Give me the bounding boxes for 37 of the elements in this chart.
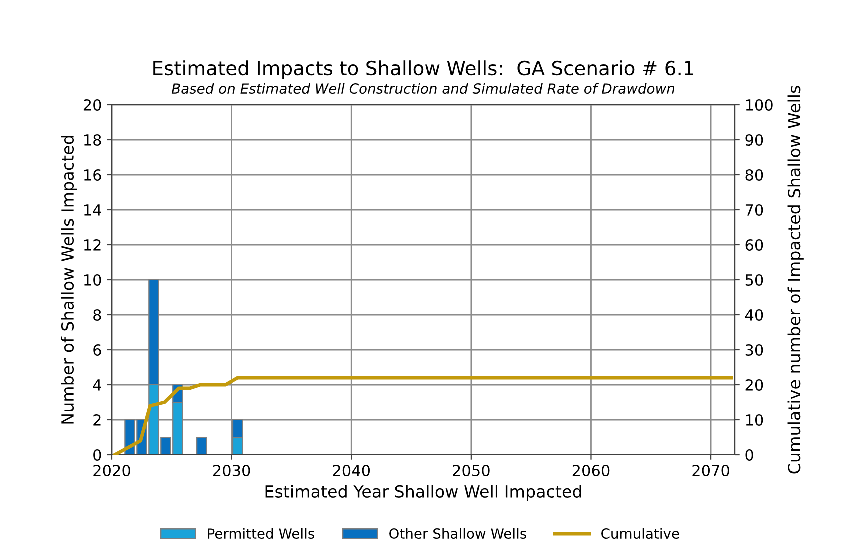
y-tick-label: 8 bbox=[94, 309, 102, 322]
y-tick-label: 16 bbox=[84, 169, 102, 182]
y2-tick-label: 70 bbox=[746, 204, 764, 216]
y2-tick-label: 80 bbox=[746, 169, 764, 182]
y-tick-label: 12 bbox=[84, 239, 101, 251]
legend-label: Other Shallow Wells bbox=[390, 528, 526, 540]
y2-axis-title: Cumulative number of Impacted Shallow Wells bbox=[788, 86, 804, 474]
y2-tick-label: 0 bbox=[746, 449, 754, 462]
y2-tick-label: 90 bbox=[746, 134, 764, 146]
legend-label: Permitted Wells bbox=[208, 528, 314, 540]
y2-tick-label: 20 bbox=[746, 379, 764, 392]
x-tick-label: 2020 bbox=[94, 464, 130, 477]
x-tick-label: 2070 bbox=[692, 464, 730, 477]
y2-tick-label: 10 bbox=[746, 414, 764, 426]
x-axis-title: Estimated Year Shallow Well Impacted bbox=[266, 485, 582, 502]
y-tick-label: 10 bbox=[84, 274, 102, 286]
y-tick-label: 0 bbox=[94, 449, 102, 462]
legend-label: Cumulative bbox=[602, 528, 680, 540]
y2-tick-label: 50 bbox=[746, 274, 764, 286]
y-tick-label: 2 bbox=[94, 414, 101, 426]
y-axis-title: Number of Shallow Wells Impacted bbox=[61, 136, 78, 424]
y-tick-label: 6 bbox=[94, 344, 102, 356]
chart-title: Estimated Impacts to Shallow Wells: GA Scenario # 6.1 bbox=[154, 60, 694, 80]
x-tick-label: 2050 bbox=[453, 464, 490, 477]
y-tick-label: 18 bbox=[84, 134, 102, 146]
y-tick-label: 14 bbox=[84, 204, 102, 216]
y2-tick-label: 100 bbox=[746, 99, 773, 112]
x-tick-label: 2060 bbox=[572, 464, 610, 477]
bar bbox=[196, 436, 208, 455]
y-tick-label: 20 bbox=[84, 99, 102, 112]
y2-tick-label: 30 bbox=[746, 344, 764, 356]
y-tick-label: 4 bbox=[93, 380, 102, 391]
y2-tick-label: 60 bbox=[746, 239, 764, 252]
x-tick-label: 2030 bbox=[213, 464, 250, 477]
y2-tick-label: 40 bbox=[745, 309, 764, 322]
chart-subtitle: Based on Estimated Well Construction and Simulated Rate of Drawdown bbox=[172, 83, 674, 94]
x-tick-label: 2040 bbox=[333, 464, 370, 477]
